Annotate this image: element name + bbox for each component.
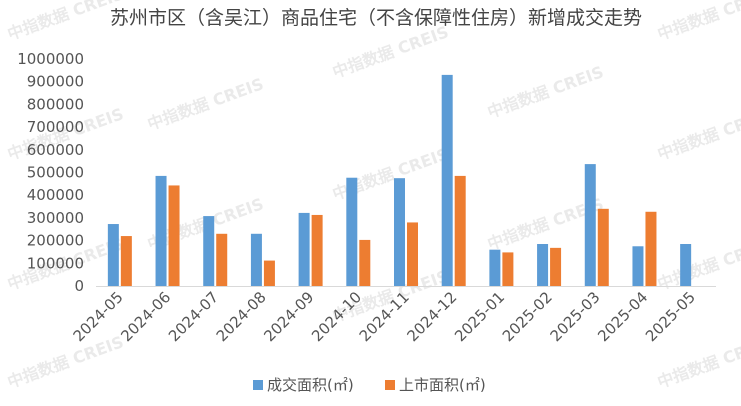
bar-listed-area: [120, 236, 132, 286]
bar-transaction-area: [489, 249, 501, 286]
y-tick-label: 300000: [27, 209, 84, 227]
y-axis: 0 100000 200000 300000 400000 500000 600000 700…: [17, 50, 84, 295]
x-tick-label: 2025-04: [594, 288, 651, 345]
y-tick-label: 200000: [27, 232, 84, 250]
y-tick-label: 700000: [27, 118, 84, 136]
legend-swatch: [253, 380, 263, 390]
bar-transaction-area: [107, 224, 119, 286]
bar-transaction-area: [203, 216, 215, 286]
legend: 成交面积(㎡) 上市面积(㎡): [253, 376, 486, 394]
watermark-text: 中指数据 CREIS: [5, 332, 126, 392]
legend-swatch: [385, 380, 395, 390]
x-tick-label: 2025-02: [499, 288, 556, 345]
bar-transaction-area: [441, 74, 453, 286]
watermark-text: 中指数据 CREIS: [655, 234, 741, 294]
y-tick-label: 0: [74, 277, 84, 295]
bar-transaction-area: [155, 175, 167, 286]
bar-transaction-area: [298, 212, 310, 286]
bar-transaction-area: [537, 244, 549, 286]
y-tick-label: 1000000: [17, 50, 84, 68]
bar-transaction-area: [346, 177, 358, 286]
watermark-text: 中指数据 CREIS: [655, 104, 741, 164]
bar-transaction-area: [394, 178, 405, 286]
bar-listed-area: [407, 222, 418, 286]
y-tick-label: 500000: [27, 164, 84, 182]
watermark-text: 中指数据 CREIS: [485, 62, 606, 122]
bar-transaction-area: [680, 244, 692, 286]
chart-title: 苏州市区（含吴江）商品住宅（不含保障性住房）新增成交走势: [110, 7, 642, 29]
x-tick-label: 2025-01: [451, 288, 508, 345]
bar-transaction-area: [250, 233, 262, 286]
bars: [107, 74, 692, 286]
watermark-text: 中指数据 CREIS: [5, 0, 126, 44]
watermark-text: 中指数据 CREIS: [655, 0, 741, 44]
y-tick-label: 900000: [27, 73, 84, 91]
bar-listed-area: [454, 175, 466, 286]
x-tick-label: 2024-09: [260, 288, 317, 345]
bar-listed-area: [550, 247, 562, 286]
bar-listed-area: [263, 260, 275, 286]
y-tick-label: 800000: [27, 95, 84, 113]
watermark-text: 中指数据 CREIS: [145, 74, 266, 134]
bar-listed-area: [168, 185, 180, 286]
bar-transaction-area: [632, 246, 644, 286]
bar-listed-area: [597, 208, 609, 286]
bar-listed-area: [502, 252, 514, 286]
legend-label: 上市面积(㎡): [399, 376, 486, 394]
x-tick-label: 2025-05: [642, 288, 699, 345]
y-tick-label: 600000: [27, 141, 84, 159]
legend-label: 成交面积(㎡): [267, 376, 354, 394]
x-tick-label: 2025-03: [547, 288, 604, 345]
watermark-text: 中指数据 CREIS: [655, 332, 741, 392]
bar-transaction-area: [584, 164, 596, 286]
x-tick-label: 2024-07: [165, 288, 222, 345]
bar-listed-area: [216, 233, 228, 286]
watermark-text: 中指数据 CREIS: [330, 22, 451, 82]
x-tick-label: 2024-08: [213, 288, 270, 345]
y-tick-label: 400000: [27, 186, 84, 204]
bar-listed-area: [311, 214, 323, 286]
y-tick-label: 100000: [27, 254, 84, 272]
x-tick-label: 2024-06: [117, 288, 174, 345]
bar-listed-area: [359, 239, 371, 286]
bar-listed-area: [645, 211, 657, 286]
